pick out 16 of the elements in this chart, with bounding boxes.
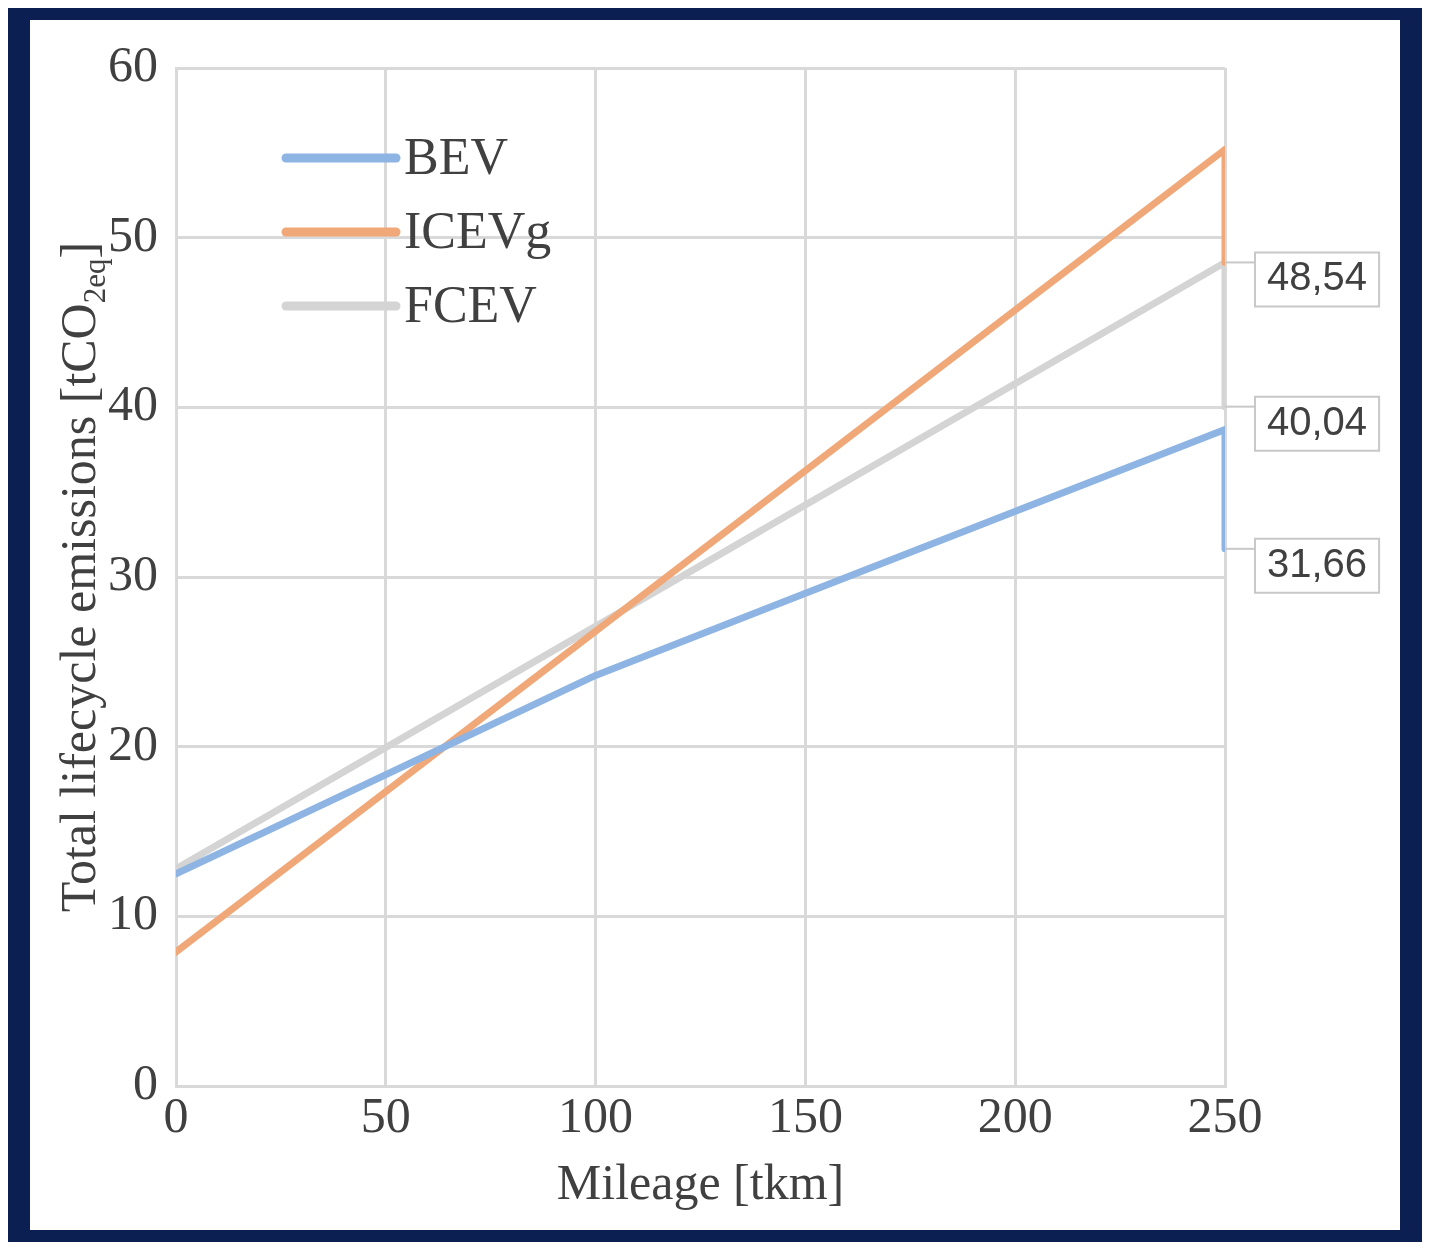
x-tick-label: 100 (558, 1087, 634, 1144)
y-tick-label: 60 (108, 36, 158, 93)
data-label: 48,54 (1267, 254, 1368, 299)
y-tick-label: 30 (108, 545, 158, 602)
x-tick-label: 150 (767, 1087, 843, 1144)
y-tick-label: 40 (108, 375, 158, 432)
data-label: 40,04 (1267, 398, 1368, 443)
x-axis-title: Mileage [tkm] (556, 1154, 845, 1211)
data-label: 31,66 (1267, 540, 1368, 585)
x-tick-label: 250 (1187, 1087, 1263, 1144)
legend-label: FCEV (404, 275, 537, 333)
legend-label: BEV (404, 127, 508, 185)
x-tick-label: 200 (977, 1087, 1053, 1144)
y-tick-label: 10 (108, 884, 158, 941)
x-tick-label: 50 (360, 1087, 411, 1144)
legend-label: ICEVg (404, 201, 552, 259)
